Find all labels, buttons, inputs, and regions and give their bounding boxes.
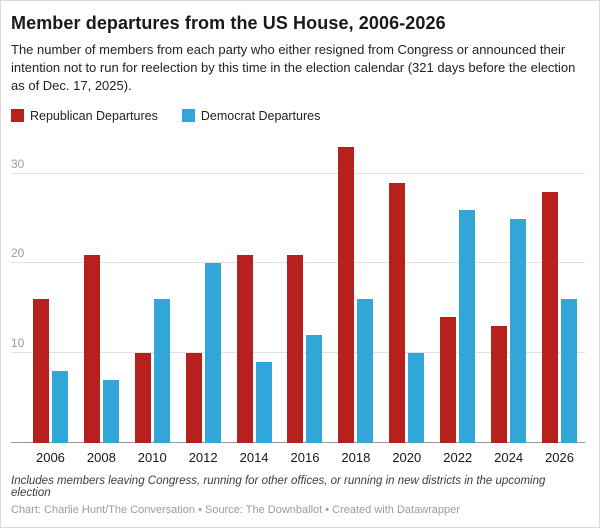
x-axis-label-2014: 2014 xyxy=(239,449,269,465)
bar-group-2018 xyxy=(330,143,381,443)
bar-group-2008 xyxy=(76,143,127,443)
bar-republican-2012 xyxy=(185,353,202,443)
chart-subtitle: The number of members from each party wh… xyxy=(11,42,576,94)
bar-group-2016 xyxy=(280,143,331,443)
bar-republican-2016 xyxy=(287,254,304,443)
x-axis-label-2008: 2008 xyxy=(86,449,116,465)
x-axis-label-2020: 2020 xyxy=(392,449,422,465)
bar-group-2012 xyxy=(178,143,229,443)
bar-republican-2020 xyxy=(389,182,406,443)
x-axis-label-2024: 2024 xyxy=(494,449,524,465)
legend-label-democrat: Democrat Departures xyxy=(200,108,321,123)
bar-democrat-2010 xyxy=(153,299,170,443)
x-axis-label-2026: 2026 xyxy=(545,449,574,465)
bar-democrat-2022 xyxy=(459,209,476,443)
bar-group-2022 xyxy=(432,143,483,443)
x-axis-labels: 2006 2008 2010 2012 2014 2016 2018 2020 2022 2024… xyxy=(25,443,585,465)
y-axis-tick-label: 30 xyxy=(11,156,25,171)
democrat-swatch-icon xyxy=(181,109,195,123)
bar-group-2026 xyxy=(534,143,585,443)
bar-democrat-2026 xyxy=(561,299,578,443)
x-axis-label-2016: 2016 xyxy=(290,449,320,465)
legend: Republican Departures Democrat Departure… xyxy=(11,109,585,123)
credit-line: Chart: Charlie Hunt/The Conversation • S… xyxy=(11,503,460,516)
bar-democrat-2012 xyxy=(204,263,221,443)
bar-group-2006 xyxy=(25,143,76,443)
footnote: Includes members leaving Congress, runni… xyxy=(11,474,546,499)
bar-republican-2024 xyxy=(491,326,508,443)
bar-democrat-2014 xyxy=(255,361,272,443)
legend-item-democrat: Democrat Departures xyxy=(181,108,321,123)
chart-title: Member departures from the US House, 200… xyxy=(11,13,446,33)
republican-swatch-icon xyxy=(11,109,24,123)
bar-group-2024 xyxy=(483,143,534,443)
x-axis-label-2012: 2012 xyxy=(188,449,218,465)
bar-democrat-2024 xyxy=(510,218,527,443)
bar-group-2020 xyxy=(381,143,432,443)
plot-area: 10 20 30 xyxy=(11,143,585,443)
bar-democrat-2008 xyxy=(102,379,119,443)
x-axis-label-2010: 2010 xyxy=(137,449,167,465)
bar-republican-2010 xyxy=(134,353,151,443)
bars-container xyxy=(25,143,585,443)
bar-democrat-2018 xyxy=(357,299,374,443)
y-axis-tick-label: 10 xyxy=(11,336,25,351)
bar-republican-2018 xyxy=(338,147,355,443)
x-axis-label-2006: 2006 xyxy=(35,449,65,465)
bar-republican-2008 xyxy=(83,254,100,443)
bar-republican-2026 xyxy=(542,191,559,443)
bar-democrat-2006 xyxy=(51,370,68,443)
bar-republican-2022 xyxy=(440,317,457,443)
bar-democrat-2020 xyxy=(408,353,425,443)
x-axis-label-2022: 2022 xyxy=(443,449,473,465)
bar-republican-2014 xyxy=(236,254,253,443)
bar-group-2014 xyxy=(229,143,280,443)
bar-group-2010 xyxy=(127,143,178,443)
legend-label-republican: Republican Departures xyxy=(30,108,158,123)
bar-republican-2006 xyxy=(32,299,49,443)
x-axis-label-2018: 2018 xyxy=(341,449,371,465)
gridline xyxy=(11,172,585,174)
bar-democrat-2016 xyxy=(306,335,323,443)
legend-item-republican: Republican Departures xyxy=(11,109,158,123)
y-axis-tick-label: 20 xyxy=(11,246,25,261)
